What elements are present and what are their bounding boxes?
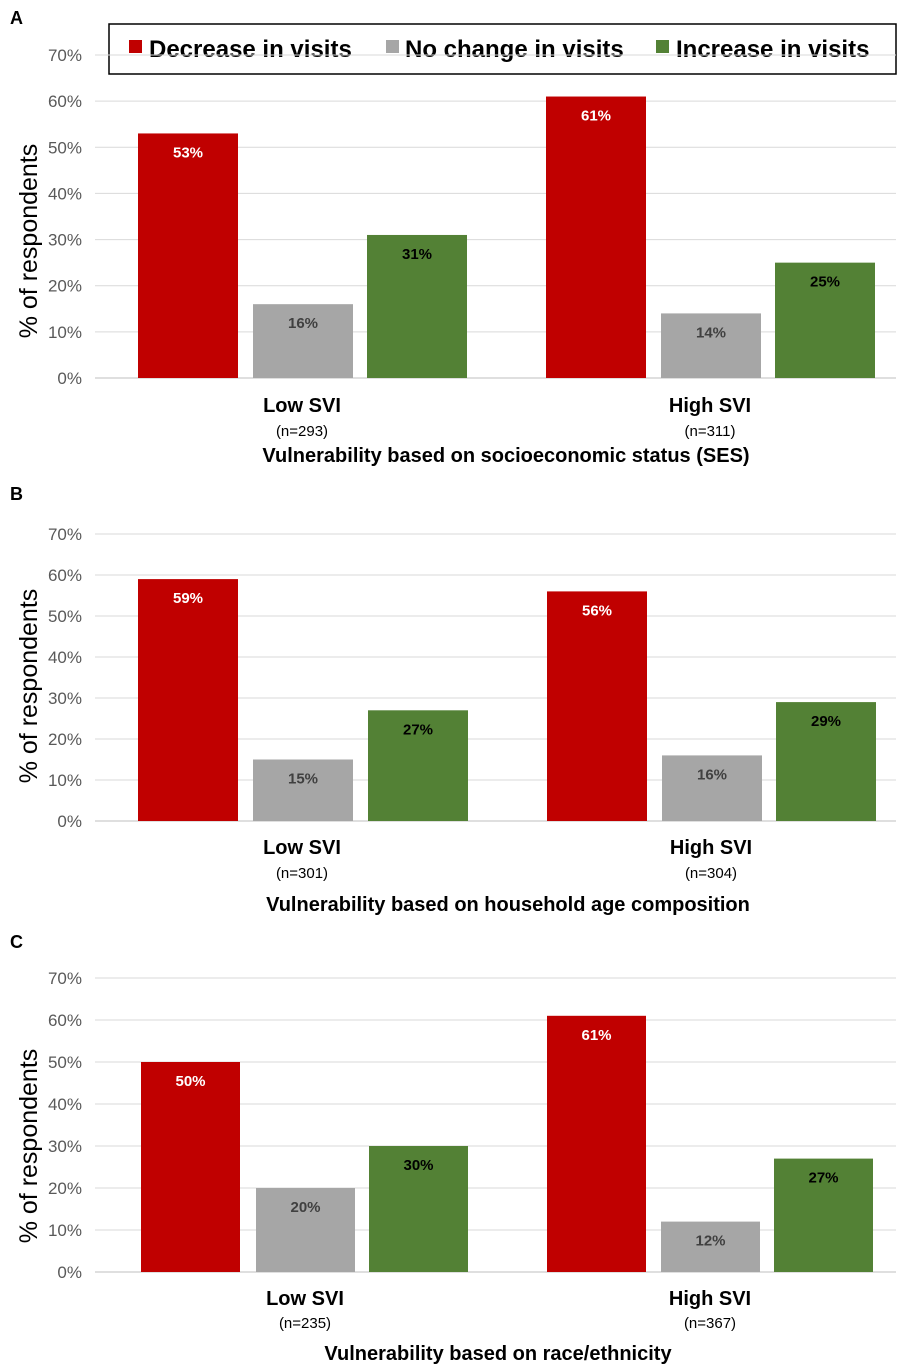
data-label-b-low-decrease: 59% — [173, 590, 203, 607]
y-tick-label-a-0: 0% — [57, 369, 82, 388]
data-label-a-low-increase: 31% — [402, 246, 432, 263]
y-axis-label-a: % of respondents — [15, 144, 43, 339]
category-label-c-low: Low SVI — [266, 1288, 344, 1310]
data-label-a-high-increase: 25% — [810, 274, 840, 291]
bar-b-high-no-change — [662, 755, 762, 821]
y-tick-label-b-0: 0% — [57, 812, 82, 831]
legend: Decrease in visits No change in visits I… — [108, 23, 897, 75]
y-tick-label-b-4: 40% — [48, 648, 82, 667]
panel-letter-a: A — [10, 8, 23, 28]
panel-letter-c: C — [10, 932, 23, 952]
panel-a: A % of respondents 0% 10% 20% 30% 40% 50% 60% 7… — [10, 8, 896, 467]
legend-label-no-change: No change in visits — [405, 36, 624, 63]
legend-swatch-decrease — [129, 40, 142, 53]
category-label-c-high: High SVI — [669, 1288, 751, 1310]
category-n-c-high: (n=367) — [684, 1315, 736, 1332]
data-label-b-low-increase: 27% — [403, 721, 433, 738]
bar-c-low-increase — [369, 1146, 468, 1272]
y-tick-label-b-5: 50% — [48, 607, 82, 626]
y-tick-label-c-1: 10% — [48, 1221, 82, 1240]
panel-b: B % of respondents 0% 10% 20% 30% 40% 50% 60% 7… — [10, 484, 896, 916]
data-label-b-low-no-change: 15% — [288, 771, 318, 788]
bar-a-high-decrease — [546, 96, 646, 379]
y-tick-label-a-4: 40% — [48, 184, 82, 203]
y-tick-label-a-7: 70% — [48, 46, 82, 65]
bar-b-low-decrease — [138, 579, 238, 821]
bar-c-low-no-change — [256, 1188, 355, 1272]
y-tick-label-c-6: 60% — [48, 1011, 82, 1030]
y-axis-label-c: % of respondents — [15, 1049, 43, 1244]
y-tick-label-a-3: 30% — [48, 231, 82, 250]
y-tick-label-b-2: 20% — [48, 730, 82, 749]
category-n-a-low: (n=293) — [276, 423, 328, 440]
data-label-b-high-increase: 29% — [811, 713, 841, 730]
category-label-b-low: Low SVI — [263, 837, 341, 859]
y-tick-label-b-6: 60% — [48, 566, 82, 585]
data-label-b-high-no-change: 16% — [697, 766, 727, 783]
bar-a-low-increase — [367, 234, 467, 378]
bar-b-high-decrease — [547, 591, 647, 821]
bar-a-low-decrease — [138, 133, 238, 378]
bar-c-high-decrease — [547, 1015, 646, 1272]
data-label-c-low-no-change: 20% — [290, 1199, 320, 1216]
bar-b-low-no-change — [253, 759, 353, 821]
y-tick-label-c-3: 30% — [48, 1137, 82, 1156]
bar-a-high-no-change — [661, 313, 761, 378]
y-tick-label-b-3: 30% — [48, 689, 82, 708]
panel-c: C % of respondents 0% 10% 20% 30% 40% 50% 60% 7… — [10, 932, 896, 1365]
y-tick-label-c-0: 0% — [57, 1263, 82, 1282]
y-tick-label-a-1: 10% — [48, 323, 82, 342]
panel-letter-b: B — [10, 484, 23, 504]
legend-swatch-increase — [656, 40, 669, 53]
data-label-a-high-decrease: 61% — [581, 108, 611, 125]
x-axis-label-a: Vulnerability based on socioeconomic sta… — [262, 445, 749, 467]
plot-area-a: 0% 10% 20% 30% 40% 50% 60% 70% 53% 61% 16% 14% 31% 25… — [48, 46, 896, 388]
data-label-c-high-increase: 27% — [808, 1170, 838, 1187]
y-tick-label-a-2: 20% — [48, 277, 82, 296]
legend-label-increase: Increase in visits — [676, 36, 869, 63]
y-tick-label-c-7: 70% — [48, 969, 82, 988]
category-n-a-high: (n=311) — [684, 423, 735, 440]
y-tick-label-a-6: 60% — [48, 92, 82, 111]
category-label-a-low: Low SVI — [263, 395, 341, 417]
y-tick-label-a-5: 50% — [48, 138, 82, 157]
x-axis-label-b: Vulnerability based on household age com… — [266, 894, 750, 916]
data-label-c-high-decrease: 61% — [581, 1027, 611, 1044]
legend-swatch-no-change — [386, 40, 399, 53]
y-tick-label-b-1: 10% — [48, 771, 82, 790]
bar-a-low-no-change — [253, 304, 353, 378]
category-n-c-low: (n=235) — [279, 1315, 331, 1332]
data-label-b-high-decrease: 56% — [582, 602, 612, 619]
category-label-b-high: High SVI — [670, 837, 752, 859]
y-tick-label-c-4: 40% — [48, 1095, 82, 1114]
plot-area-c: 0% 10% 20% 30% 40% 50% 60% 70% 50% 61% 20% 12% 30% 27… — [48, 969, 896, 1282]
y-axis-label-b: % of respondents — [15, 589, 43, 784]
data-label-c-low-decrease: 50% — [175, 1073, 205, 1090]
plot-area-b: 0% 10% 20% 30% 40% 50% 60% 70% 59% 56% 15% 16% 27% 29… — [48, 525, 896, 831]
bar-c-high-increase — [774, 1158, 873, 1272]
category-label-a-high: High SVI — [669, 395, 751, 417]
bar-c-low-decrease — [141, 1062, 240, 1272]
bar-c-high-no-change — [661, 1221, 760, 1272]
data-label-c-low-increase: 30% — [403, 1157, 433, 1174]
data-label-a-low-decrease: 53% — [173, 144, 203, 161]
legend-box — [108, 23, 897, 75]
data-label-a-low-no-change: 16% — [288, 315, 318, 332]
x-axis-label-c: Vulnerability based on race/ethnicity — [324, 1343, 672, 1365]
category-n-b-high: (n=304) — [685, 865, 737, 882]
bar-b-low-increase — [368, 710, 468, 821]
y-tick-label-b-7: 70% — [48, 525, 82, 544]
data-label-a-high-no-change: 14% — [696, 324, 726, 341]
bar-b-high-increase — [776, 702, 876, 821]
legend-label-decrease: Decrease in visits — [149, 36, 352, 63]
data-label-c-high-no-change: 12% — [695, 1233, 725, 1250]
category-n-b-low: (n=301) — [276, 865, 328, 882]
y-tick-label-c-5: 50% — [48, 1053, 82, 1072]
y-tick-label-c-2: 20% — [48, 1179, 82, 1198]
bar-a-high-increase — [775, 262, 875, 378]
